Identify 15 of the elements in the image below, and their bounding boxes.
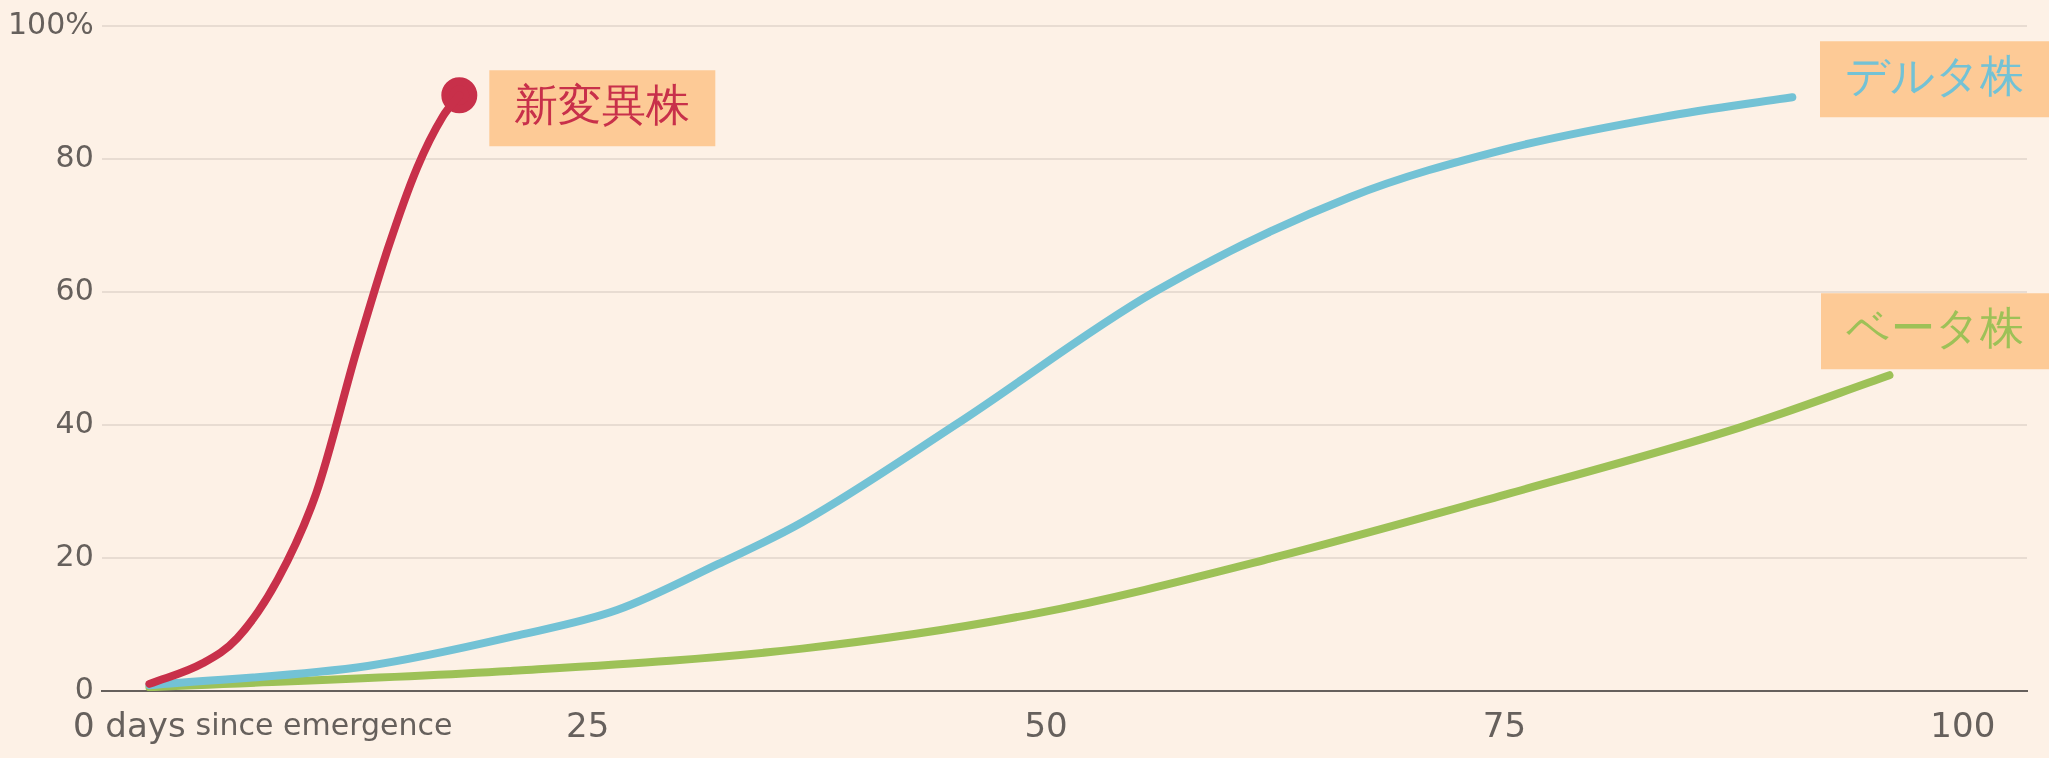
x-tick-label: 75 — [1482, 705, 1527, 746]
series-label: 新変異株 — [514, 78, 691, 130]
series-label: デルタ株 — [1845, 49, 2024, 101]
y-tick-label: 80 — [55, 138, 94, 174]
y-tick-label: 0 — [74, 671, 94, 706]
y-tick-label: 100% — [7, 5, 94, 41]
y-tick-label: 20 — [55, 537, 94, 573]
x-tick-label: 100 — [1930, 705, 1996, 746]
x-tick-label: 0 days — [72, 705, 186, 746]
x-axis-title: since emergence — [195, 706, 453, 742]
x-tick-label: 25 — [566, 705, 610, 746]
x-tick-label: 50 — [1024, 705, 1068, 746]
series-label: ベータ株 — [1846, 301, 2024, 353]
y-tick-label: 60 — [55, 271, 94, 307]
y-tick-label: 40 — [55, 404, 94, 440]
